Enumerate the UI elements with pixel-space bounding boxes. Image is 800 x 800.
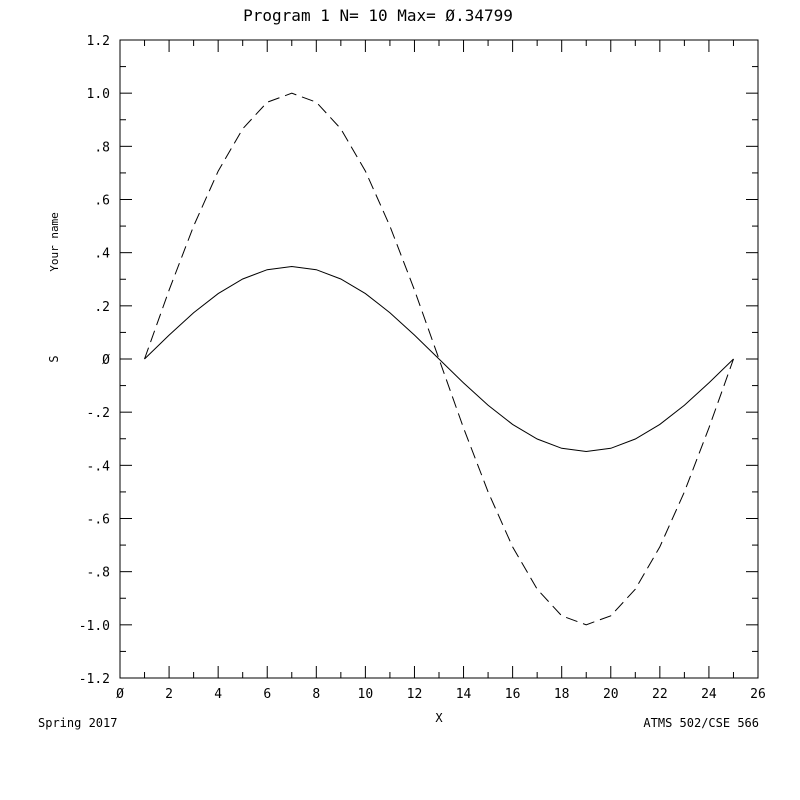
y-tick-label: -.8: [87, 566, 110, 581]
x-tick-label: 4: [214, 687, 222, 702]
x-tick-label: 2: [165, 687, 173, 702]
x-tick-label: 24: [701, 687, 717, 702]
y-tick-label: .4: [94, 247, 110, 262]
x-tick-label: 10: [358, 687, 374, 702]
x-tick-label: 14: [456, 687, 472, 702]
y-tick-label: .6: [94, 194, 110, 209]
y-tick-label: -1.0: [79, 619, 110, 634]
x-tick-label: 18: [554, 687, 570, 702]
x-axis-label: X: [435, 711, 443, 725]
x-tick-label: 12: [407, 687, 423, 702]
y-axis-label-symbol: S: [47, 355, 61, 362]
series-lines: [144, 92, 734, 626]
footer-left: Spring 2017: [38, 716, 117, 730]
solid-series-line: [144, 265, 734, 453]
x-tick-label: 6: [263, 687, 271, 702]
axis-ticks: [119, 39, 759, 679]
footer-right: ATMS 502/CSE 566: [643, 716, 759, 730]
x-tick-label: Ø: [116, 687, 124, 702]
y-tick-labels: 1.2 1.0 .8 .6 .4 .2 Ø -.2 -.4 -.6 -.8 -1.0 -1.2: [79, 34, 110, 687]
y-tick-label: -1.2: [79, 672, 110, 687]
x-tick-label: 8: [312, 687, 320, 702]
y-tick-label: -.2: [87, 406, 110, 421]
y-tick-label: 1.0: [87, 87, 110, 102]
y-tick-label: -.6: [87, 513, 110, 528]
y-tick-label: .8: [94, 140, 110, 155]
chart-title: Program 1 N= 10 Max= Ø.34799: [243, 6, 513, 25]
y-axis-label-name: Your name: [48, 212, 61, 272]
y-tick-label: -.4: [87, 459, 111, 474]
x-tick-label: 20: [603, 687, 619, 702]
x-tick-labels: Ø 2 4 6 8 10 12 14 16 18 20 22 24 26: [116, 687, 766, 702]
y-tick-label: Ø: [102, 353, 110, 368]
x-tick-label: 16: [505, 687, 521, 702]
dashed-series-line: [144, 92, 734, 626]
x-tick-label: 26: [750, 687, 766, 702]
y-tick-label: .2: [94, 300, 110, 315]
x-tick-label: 22: [652, 687, 668, 702]
y-tick-label: 1.2: [87, 34, 110, 49]
